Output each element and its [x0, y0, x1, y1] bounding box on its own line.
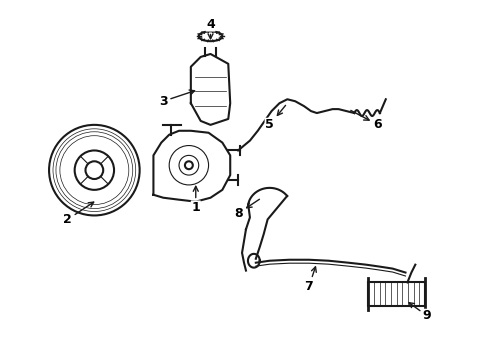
Ellipse shape: [198, 31, 222, 41]
Text: 5: 5: [264, 105, 285, 131]
Text: 2: 2: [63, 202, 94, 226]
Text: 1: 1: [191, 186, 200, 214]
Text: 9: 9: [408, 303, 430, 322]
Polygon shape: [153, 131, 230, 202]
Text: 4: 4: [206, 18, 214, 39]
Text: 8: 8: [233, 199, 259, 220]
Text: 3: 3: [159, 90, 194, 108]
Polygon shape: [190, 54, 230, 125]
Text: 7: 7: [304, 267, 316, 293]
Text: 6: 6: [350, 111, 382, 131]
FancyBboxPatch shape: [367, 282, 424, 306]
